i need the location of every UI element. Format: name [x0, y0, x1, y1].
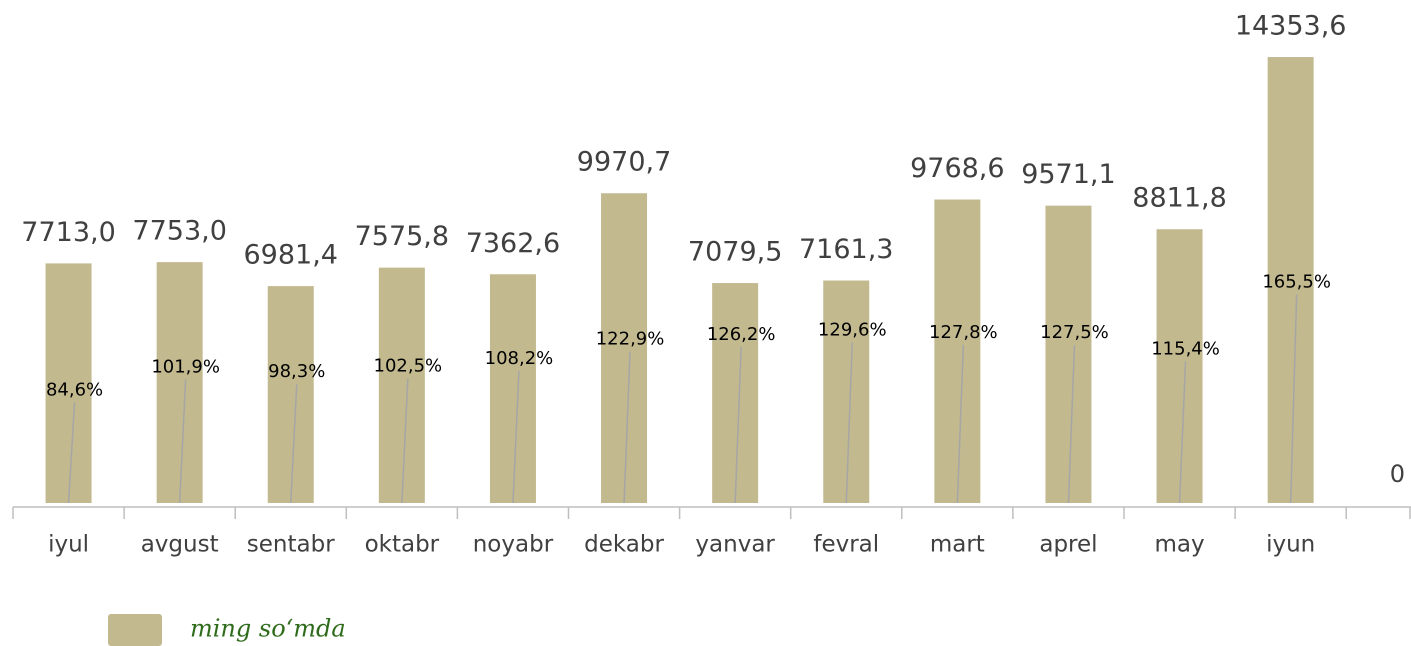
value-label: 7753,0	[132, 216, 226, 247]
percent-label: 98,3%	[268, 361, 325, 382]
percent-label: 165,5%	[1262, 272, 1331, 293]
x-tick-label: dekabr	[584, 532, 664, 558]
value-label: 8811,8	[1132, 183, 1226, 214]
percent-leader	[956, 344, 965, 504]
bar	[45, 263, 92, 503]
value-label: 7713,0	[21, 217, 115, 248]
x-tick-label: fevral	[813, 532, 879, 558]
legend-label: ming so‘mda	[190, 615, 346, 643]
percent-label: 115,4%	[1151, 338, 1220, 359]
bar	[489, 274, 536, 503]
bar	[378, 267, 425, 503]
bar	[267, 286, 314, 503]
x-tick-label: iyun	[1266, 532, 1315, 558]
x-tick-label: avgust	[141, 532, 219, 558]
bar	[601, 193, 648, 503]
percent-leader	[178, 379, 187, 504]
percent-leader	[623, 351, 631, 504]
bar	[712, 283, 759, 503]
percent-label: 127,5%	[1040, 322, 1109, 343]
value-label: 9768,6	[910, 153, 1004, 184]
percent-leader	[67, 402, 76, 504]
value-label: 7079,5	[688, 237, 782, 268]
bar	[1045, 205, 1092, 503]
value-label: 9571,1	[1021, 159, 1115, 190]
percent-leader	[512, 370, 520, 504]
percent-label: 127,8%	[929, 322, 998, 343]
percent-label: 101,9%	[151, 356, 220, 377]
x-tick-label: oktabr	[365, 532, 440, 558]
value-label: 7362,6	[466, 228, 560, 259]
x-tick-label: mart	[930, 532, 985, 558]
value-label: 6981,4	[244, 240, 338, 271]
percent-leader	[845, 342, 853, 504]
percent-label: 108,2%	[485, 348, 554, 369]
x-tick-label: may	[1154, 532, 1204, 558]
percent-leader	[1178, 361, 1187, 504]
percent-leader	[290, 384, 298, 504]
percent-label: 129,6%	[818, 319, 887, 340]
legend-swatch	[108, 614, 162, 646]
x-tick-label: aprel	[1039, 532, 1097, 558]
x-tick-label: iyul	[48, 532, 89, 558]
value-label: 9970,7	[577, 147, 671, 178]
bar	[934, 199, 981, 503]
x-tick-label: yanvar	[695, 532, 775, 558]
percent-label: 122,9%	[596, 328, 665, 349]
percent-leader	[1289, 294, 1298, 504]
value-label: 7161,3	[799, 234, 893, 265]
x-tick-label: noyabr	[473, 532, 554, 558]
bar	[1267, 57, 1314, 504]
percent-leader	[734, 346, 742, 504]
value-label: 7575,8	[355, 221, 449, 252]
bar	[1156, 229, 1203, 503]
bar	[156, 262, 203, 503]
bar	[823, 280, 870, 503]
percent-label: 102,5%	[374, 356, 443, 377]
value-label: 14353,6	[1235, 11, 1347, 42]
percent-leader	[401, 378, 409, 504]
x-tick-label: sentabr	[247, 532, 335, 558]
percent-label: 126,2%	[707, 324, 776, 345]
percent-leader	[1067, 345, 1076, 504]
y2-tick-label: 0	[1390, 460, 1405, 488]
percent-label: 84,6%	[46, 379, 103, 400]
